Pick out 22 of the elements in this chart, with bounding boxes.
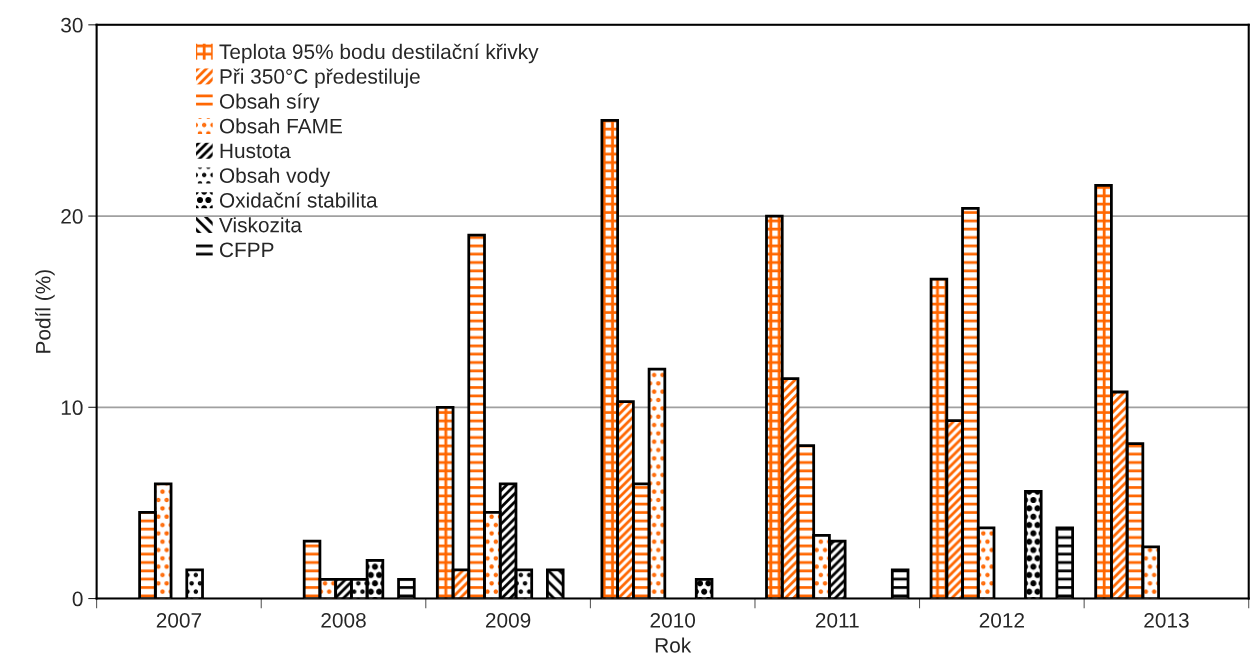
x-tick-label: 2009: [485, 612, 531, 628]
x-tick-label: 2008: [321, 612, 366, 628]
x-tick-label: 2010: [650, 612, 696, 628]
y-tick-label: 30: [61, 17, 83, 33]
legend-label: Viskozita: [219, 217, 302, 233]
x-tick-label: 2007: [156, 612, 202, 628]
x-axis-title: Rok: [655, 637, 692, 653]
legend-label: CFPP: [220, 242, 274, 258]
y-tick-label: 0: [72, 591, 83, 607]
legend-label: Teplota 95% bodu destilační křivky: [219, 43, 539, 64]
legend-label: Obsah síry: [219, 93, 320, 113]
x-tick-label: 2013: [1144, 612, 1189, 628]
x-tick-label: 2011: [815, 612, 859, 628]
legend-label: Obsah FAME: [219, 118, 342, 134]
legend-label: Obsah vody: [219, 167, 331, 188]
legend-label: Oxidační stabilita: [219, 192, 378, 208]
y-tick-label: 20: [61, 209, 83, 224]
y-tick-label: 10: [61, 400, 83, 416]
legend-label: Při 350°C předestiluje: [220, 68, 420, 88]
legend-label: Hustota: [220, 143, 291, 159]
x-tick-label: 2012: [979, 612, 1024, 628]
y-axis-title: Podíl (%): [35, 270, 55, 353]
